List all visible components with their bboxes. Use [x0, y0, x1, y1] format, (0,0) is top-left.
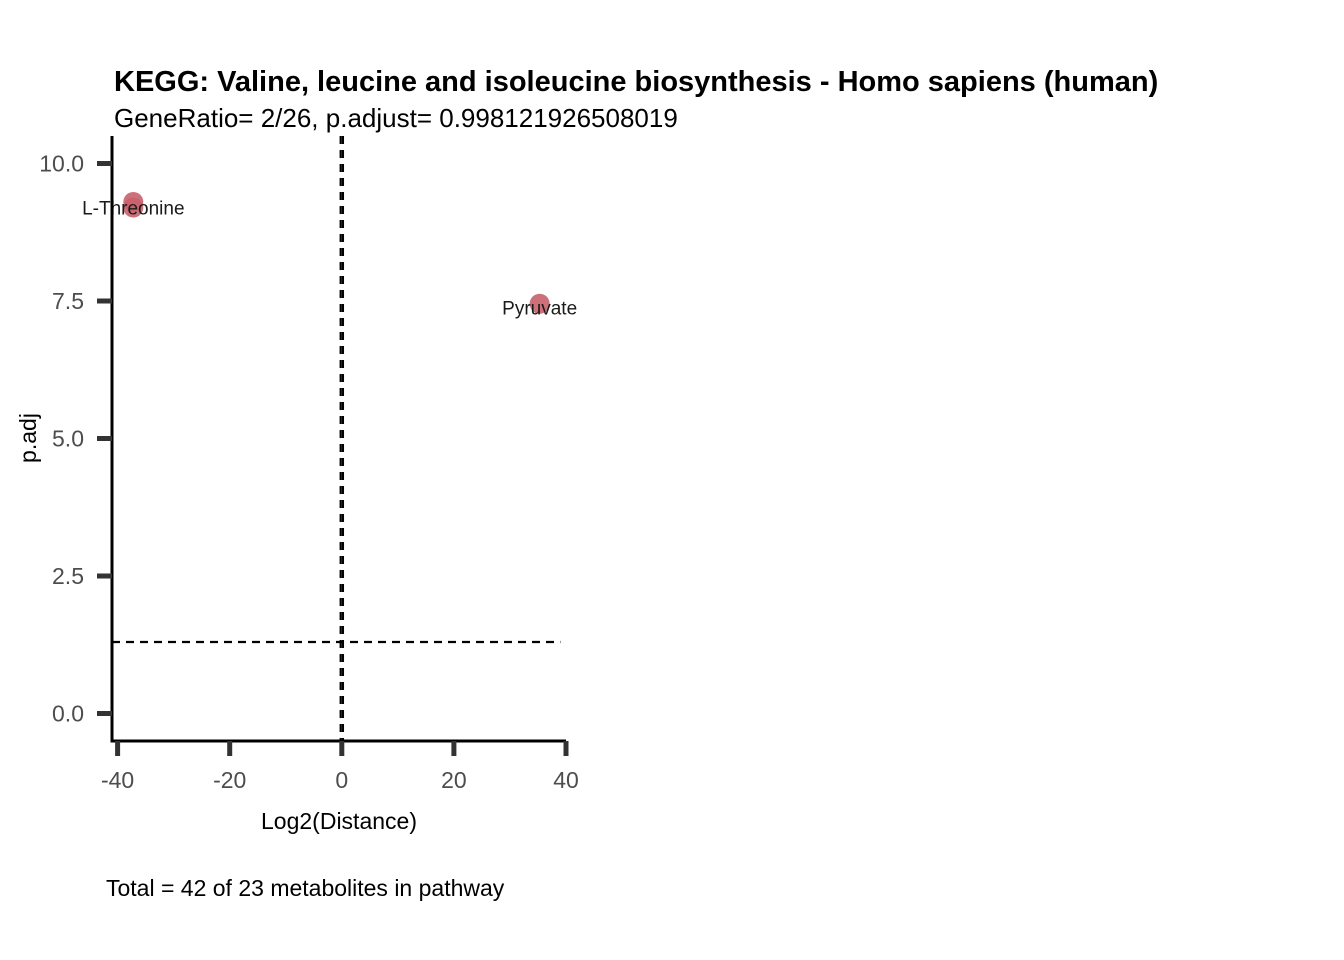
chart-caption: Total = 42 of 23 metabolites in pathway [106, 875, 505, 901]
x-tick-label-0: -40 [101, 767, 134, 793]
chart-subtitle: GeneRatio= 2/26, p.adjust= 0.99812192650… [114, 103, 678, 133]
y-tick-label-1: 2.5 [52, 563, 84, 589]
x-tick-label-3: 20 [441, 767, 467, 793]
y-tick-label-3: 7.5 [52, 288, 84, 314]
point-label-0: L-Threonine [82, 199, 184, 220]
x-axis-title: Log2(Distance) [261, 808, 417, 834]
x-tick-label-4: 40 [553, 767, 579, 793]
point-labels: L-Threonine Pyruvate [82, 199, 577, 320]
y-tick-label-2: 5.0 [52, 426, 84, 452]
point-label-1: Pyruvate [502, 299, 577, 320]
axes: 0.0 2.5 5.0 7.5 10.0 -40 -20 0 20 40 [39, 136, 579, 793]
reference-lines [112, 136, 561, 741]
data-points [123, 192, 550, 314]
data-point-1 [123, 192, 144, 212]
data-point-2 [529, 293, 550, 314]
chart-title: KEGG: Valine, leucine and isoleucine bio… [114, 66, 1158, 98]
x-tick-label-1: -20 [213, 767, 246, 793]
y-tick-label-4: 10.0 [39, 151, 84, 177]
y-tick-label-0: 0.0 [52, 701, 84, 727]
x-tick-label-2: 0 [335, 767, 348, 793]
y-axis-title: p.adj [15, 413, 41, 463]
